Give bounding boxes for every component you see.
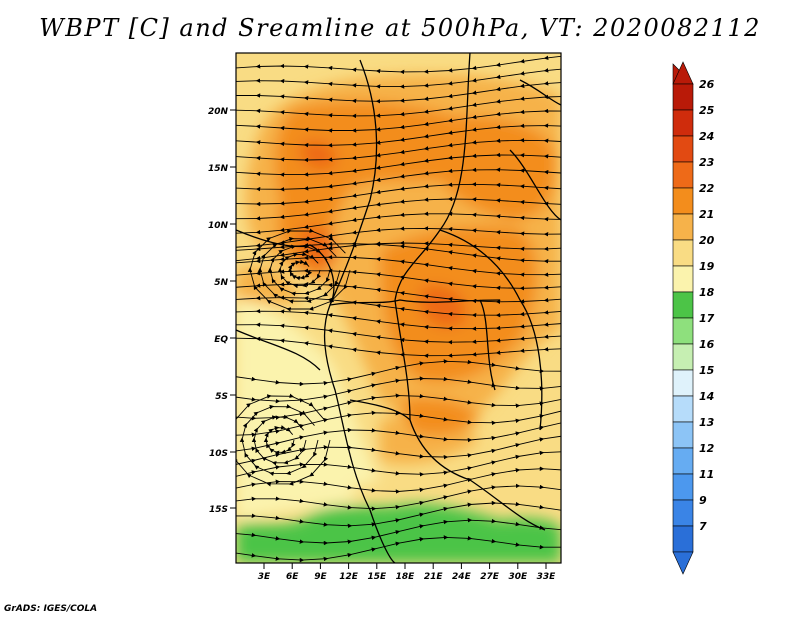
lon-label: 18E [396,572,416,582]
lon-label: 15E [367,572,387,582]
lon-label: 27E [480,572,500,582]
streamlines [236,55,561,563]
country-borders [236,53,561,563]
colorbar-label: 23 [699,156,715,169]
colorbar-segment [672,187,694,215]
colorbar-label: 7 [699,520,707,533]
colorbar-label: 25 [699,104,715,117]
lon-label: 30E [508,572,528,582]
streamline [236,393,331,487]
lat-label: 5N [214,278,228,288]
colorbar-segment [672,473,694,501]
colorbar-label: 11 [699,468,714,481]
chart-title: WBPT [C] and Sreamline at 500hPa, VT: 20… [39,14,761,42]
colorbar-label: 12 [699,442,715,455]
map-frame [235,52,562,564]
lat-label: 5S [215,392,228,402]
colorbar-segment [672,213,694,241]
colorbar-segment [672,83,694,111]
streamline [236,535,561,563]
lon-label: 24E [452,572,472,582]
colorbar-segment [672,317,694,345]
lon-label: 33E [537,572,557,582]
colorbar-label: 13 [699,416,715,429]
lat-label: 15N [208,164,229,174]
colorbar-label: 16 [699,338,715,351]
grads-credit: GrADS: IGES/COLA [4,604,98,614]
colorbar-segment [672,343,694,371]
lon-axis: 3E 6E 9E 12E 15E 18E 21E 24E 27E 30E 33E [258,563,556,582]
lon-label: 21E [424,572,444,582]
colorbar-segment [672,447,694,475]
colorbar-label: 9 [699,494,707,507]
colorbar-label: 22 [699,182,715,195]
colorbar-segment [672,499,694,527]
colorbar-segment [672,525,694,553]
colorbar-segment [672,369,694,397]
lon-label: 12E [339,572,359,582]
colorbar-label: 20 [699,234,715,247]
lat-label: EQ [214,335,228,345]
colorbar-segment [672,265,694,293]
colorbar-cap-bottom [672,551,694,575]
colorbar-segment [672,239,694,267]
colorbar-label: 19 [699,260,715,273]
lon-label: 9E [314,572,327,582]
colorbar-segment [672,135,694,163]
lon-label: 6E [286,572,299,582]
lat-label: 15S [209,505,228,515]
lon-label: 3E [258,572,271,582]
lat-label: 10N [208,221,229,231]
colorbar-segment [672,161,694,189]
colorbar-segment [672,421,694,449]
colorbar-label: 26 [699,78,715,91]
colorbar-label: 15 [699,364,715,377]
lat-label: 10S [209,449,228,459]
colorbar: 26 25 24 23 22 21 20 19 18 17 16 15 14 13 12 11 9 7 [672,61,715,575]
colorbar-segment [672,109,694,137]
colorbar-label: 14 [699,390,714,403]
colorbar-label: 18 [699,286,715,299]
streamline [247,228,351,312]
colorbar-segment [672,291,694,319]
colorbar-segment [672,395,694,423]
lat-label: 20N [208,107,229,117]
streamline [236,336,561,358]
colorbar-label: 24 [699,130,714,143]
colorbar-label: 17 [699,312,715,325]
lat-axis: 20N 15N 10N 5N EQ 5S 10S 15S [208,107,236,515]
colorbar-label: 21 [699,208,714,221]
